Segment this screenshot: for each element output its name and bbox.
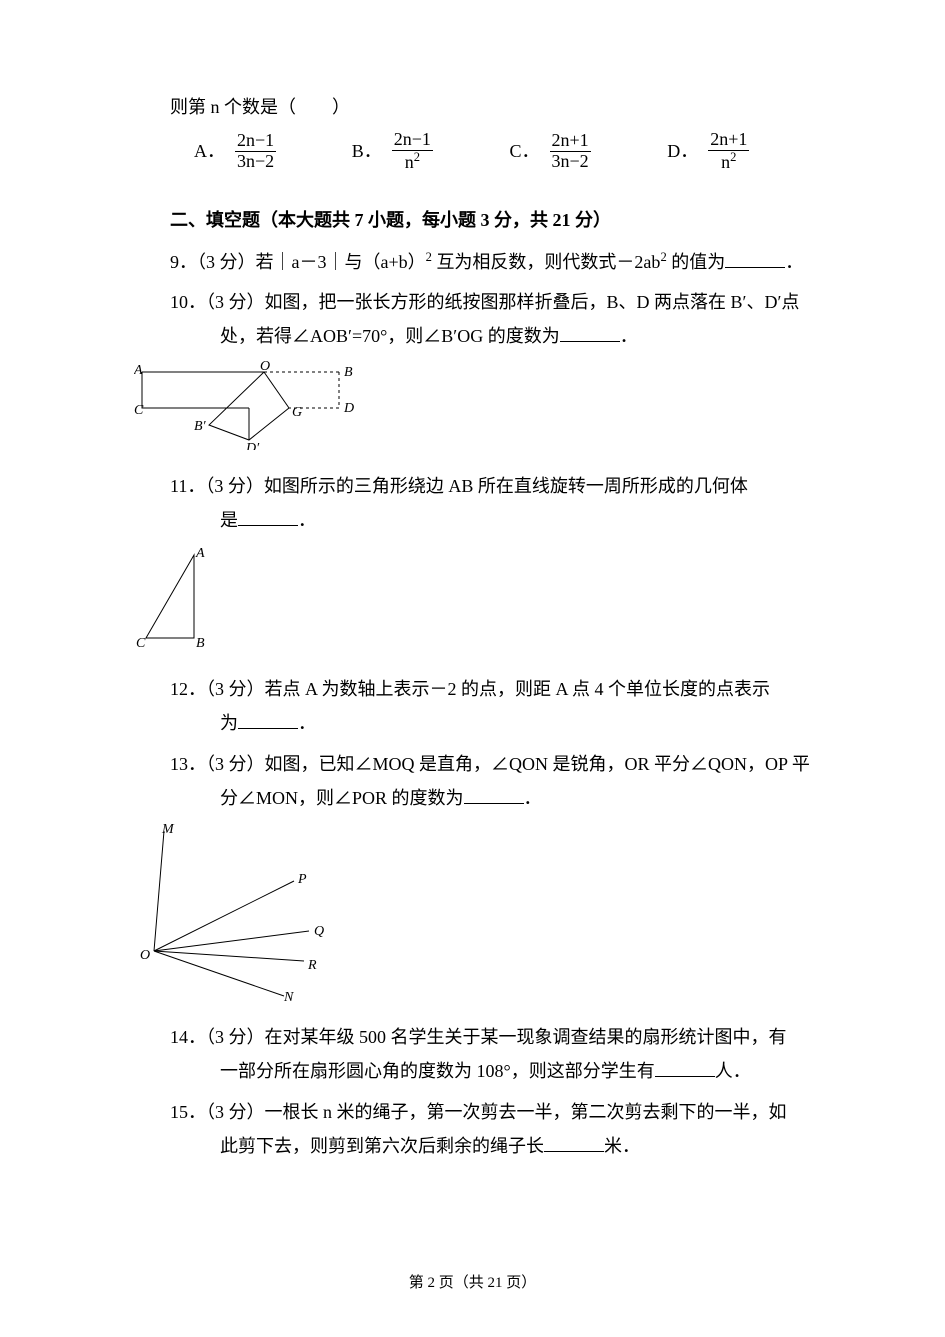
answer-blank xyxy=(464,784,524,804)
option-label: B． xyxy=(352,134,382,168)
fraction: 2n−1 n2 xyxy=(392,130,433,173)
option-label: D． xyxy=(667,134,698,168)
answer-blank xyxy=(238,506,298,526)
period: ． xyxy=(785,252,803,272)
svg-text:N: N xyxy=(283,990,294,1001)
fraction: 2n+1 n2 xyxy=(708,130,749,173)
numerator: 2n−1 xyxy=(235,131,276,152)
q14-line2: 一部分所在扇形圆心角的度数为 108°，则这部分学生有 xyxy=(220,1061,655,1081)
svg-text:G: G xyxy=(292,405,302,420)
svg-text:P: P xyxy=(297,872,307,887)
period: ． xyxy=(524,788,542,808)
svg-text:A: A xyxy=(134,363,143,378)
svg-text:C: C xyxy=(134,403,144,418)
svg-text:D′: D′ xyxy=(245,441,260,450)
q12: 12．（3 分）若点 A 为数轴上表示－2 的点，则距 A 点 4 个单位长度的… xyxy=(170,672,825,740)
svg-text:B: B xyxy=(344,365,353,380)
q8-option-b: B． 2n−1 n2 xyxy=(352,130,510,173)
fraction: 2n−1 3n−2 xyxy=(235,131,276,172)
q15-line1: 15．（3 分）一根长 n 米的绳子，第一次剪去一半，第二次剪去剩下的一半，如 xyxy=(170,1102,787,1122)
q11-line2: 是 xyxy=(220,510,238,530)
q10-line2: 处，若得∠AOB′=70°，则∠B′OG 的度数为 xyxy=(220,326,560,346)
q11-line1: 11．（3 分）如图所示的三角形绕边 AB 所在直线旋转一周所形成的几何体 xyxy=(170,476,748,496)
section-2-title: 二、填空题（本大题共 7 小题，每小题 3 分，共 21 分） xyxy=(120,203,825,237)
numerator: 2n−1 xyxy=(392,130,433,151)
q10: 10．（3 分）如图，把一张长方形的纸按图那样折叠后，B、D 两点落在 B′、D… xyxy=(170,285,825,353)
q8-option-a: A． 2n−1 3n−2 xyxy=(194,130,352,173)
period: ． xyxy=(298,713,316,733)
q15-line2: 此剪下去，则剪到第六次后剩余的绳子长 xyxy=(220,1136,544,1156)
q14-line1: 14．（3 分）在对某年级 500 名学生关于某一现象调查结果的扇形统计图中，有 xyxy=(170,1027,787,1047)
svg-text:B: B xyxy=(196,636,205,651)
q13: 13．（3 分）如图，已知∠MOQ 是直角，∠QON 是锐角，OR 平分∠QON… xyxy=(170,747,825,815)
numerator: 2n+1 xyxy=(708,130,749,151)
q13-figure: M P Q R N O xyxy=(134,821,825,1012)
svg-text:A: A xyxy=(195,546,205,561)
q9-text: 9．（3 分）若｜a－3｜与（a+b） xyxy=(170,252,426,272)
answer-blank xyxy=(655,1058,715,1078)
q14-end: 人． xyxy=(715,1061,751,1081)
q8-stem: 则第 n 个数是（ ） xyxy=(170,90,825,124)
q9: 9．（3 分）若｜a－3｜与（a+b）2 互为相反数，则代数式－2ab2 的值为… xyxy=(170,245,825,279)
svg-text:O: O xyxy=(260,360,270,374)
q14: 14．（3 分）在对某年级 500 名学生关于某一现象调查结果的扇形统计图中，有… xyxy=(170,1020,825,1088)
svg-text:R: R xyxy=(307,958,317,973)
q15: 15．（3 分）一根长 n 米的绳子，第一次剪去一半，第二次剪去剩下的一半，如 … xyxy=(170,1095,825,1163)
svg-text:C: C xyxy=(136,636,146,651)
q12-line1: 12．（3 分）若点 A 为数轴上表示－2 的点，则距 A 点 4 个单位长度的… xyxy=(170,679,770,699)
q9-text: 的值为 xyxy=(667,252,726,272)
denominator: 3n−2 xyxy=(550,152,591,172)
q13-line1: 13．（3 分）如图，已知∠MOQ 是直角，∠QON 是锐角，OR 平分∠QON… xyxy=(170,754,810,774)
svg-text:Q: Q xyxy=(314,924,324,939)
q8-option-c: C． 2n+1 3n−2 xyxy=(510,130,668,173)
answer-blank xyxy=(560,323,620,343)
denominator: n2 xyxy=(403,151,422,173)
svg-text:D: D xyxy=(343,401,354,416)
answer-blank xyxy=(725,248,785,268)
page-footer: 第 2 页（共 21 页） xyxy=(0,1269,945,1298)
q9-text: 互为相反数，则代数式－2ab xyxy=(432,252,661,272)
period: ． xyxy=(298,510,316,530)
answer-blank xyxy=(544,1132,604,1152)
svg-text:M: M xyxy=(161,822,175,837)
option-label: A． xyxy=(194,134,225,168)
q8-options: A． 2n−1 3n−2 B． 2n−1 n2 C． 2n+1 3n−2 D． … xyxy=(170,130,825,173)
q13-line2: 分∠MON，则∠POR 的度数为 xyxy=(220,788,464,808)
period: ． xyxy=(620,326,638,346)
svg-text:O: O xyxy=(140,948,150,963)
denominator: 3n−2 xyxy=(235,152,276,172)
q8-option-d: D． 2n+1 n2 xyxy=(667,130,825,173)
q15-end: 米． xyxy=(604,1136,640,1156)
numerator: 2n+1 xyxy=(550,131,591,152)
q11-figure: A B C xyxy=(134,543,825,664)
fraction: 2n+1 3n−2 xyxy=(550,131,591,172)
denominator: n2 xyxy=(719,151,738,173)
answer-blank xyxy=(238,710,298,730)
q12-line2: 为 xyxy=(220,713,238,733)
option-label: C． xyxy=(510,134,540,168)
svg-text:B′: B′ xyxy=(194,419,207,434)
q10-line1: 10．（3 分）如图，把一张长方形的纸按图那样折叠后，B、D 两点落在 B′、D… xyxy=(170,292,799,312)
q11: 11．（3 分）如图所示的三角形绕边 AB 所在直线旋转一周所形成的几何体 是 ． xyxy=(170,469,825,537)
q10-figure: A O B C G D B′ D′ xyxy=(134,360,825,461)
